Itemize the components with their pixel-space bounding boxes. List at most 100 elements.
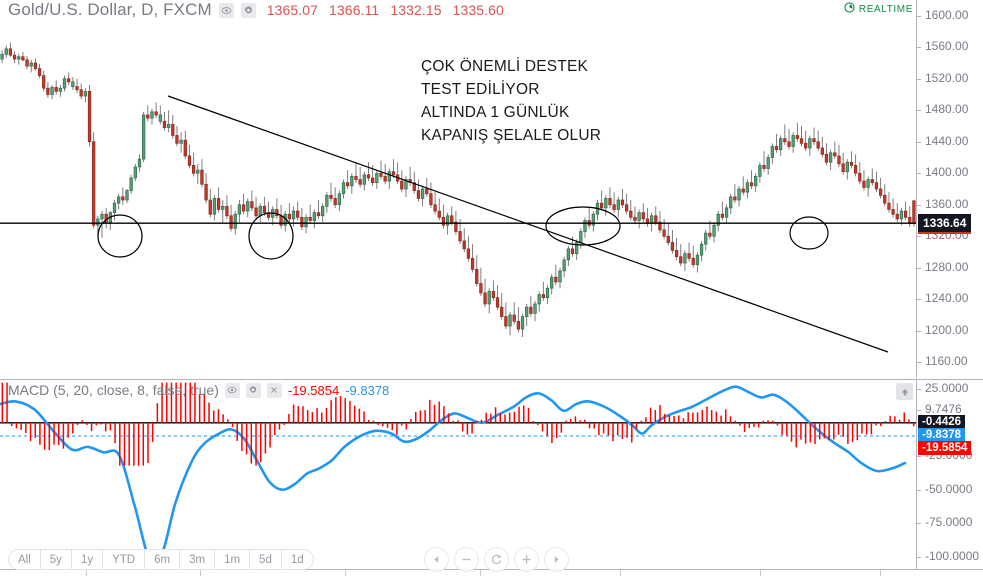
- candle-body[interactable]: [75, 86, 79, 91]
- candle-body[interactable]: [608, 198, 612, 206]
- candle-body[interactable]: [179, 139, 183, 144]
- candle-body[interactable]: [96, 218, 100, 226]
- candle-body[interactable]: [225, 205, 229, 217]
- range-tab-1m[interactable]: 1m: [215, 550, 251, 569]
- candle-body[interactable]: [445, 215, 450, 226]
- candle-body[interactable]: [129, 177, 133, 191]
- candle-body[interactable]: [841, 163, 845, 173]
- candle-body[interactable]: [591, 213, 595, 226]
- candle-body[interactable]: [808, 138, 812, 149]
- candle-body[interactable]: [454, 221, 458, 232]
- candle-body[interactable]: [175, 135, 179, 144]
- candle-body[interactable]: [554, 276, 558, 283]
- candle-body[interactable]: [125, 190, 129, 201]
- candle-body[interactable]: [495, 297, 500, 308]
- candle-body[interactable]: [200, 169, 204, 185]
- candle-body[interactable]: [191, 165, 196, 174]
- candle-body[interactable]: [812, 138, 816, 143]
- candle-body[interactable]: [566, 248, 570, 261]
- candle-body[interactable]: [641, 212, 645, 220]
- candle-body[interactable]: [766, 157, 770, 169]
- ellipse-marker-1[interactable]: [97, 214, 143, 258]
- candle-body[interactable]: [516, 320, 521, 330]
- range-tab-1y[interactable]: 1y: [72, 550, 104, 569]
- candle-body[interactable]: [404, 179, 408, 190]
- candle-body[interactable]: [137, 158, 142, 168]
- candle-body[interactable]: [600, 202, 604, 209]
- candle-body[interactable]: [562, 259, 566, 272]
- candle-body[interactable]: [491, 291, 496, 299]
- candle-body[interactable]: [412, 182, 416, 191]
- candle-body[interactable]: [762, 165, 766, 169]
- candle-body[interactable]: [487, 291, 491, 305]
- candle-body[interactable]: [237, 204, 242, 215]
- range-tab-all[interactable]: All: [9, 550, 41, 569]
- candle-body[interactable]: [450, 215, 454, 223]
- candle-body[interactable]: [29, 62, 33, 67]
- candle-body[interactable]: [774, 146, 779, 150]
- candle-body[interactable]: [878, 188, 883, 196]
- candle-body[interactable]: [829, 152, 833, 163]
- candle-body[interactable]: [0, 53, 4, 60]
- candle-body[interactable]: [350, 176, 354, 187]
- candle-body[interactable]: [550, 276, 554, 289]
- candle-body[interactable]: [162, 120, 167, 128]
- symbol-title[interactable]: Gold/U.S. Dollar, D, FXCM: [8, 0, 212, 19]
- candle-body[interactable]: [300, 217, 304, 228]
- candle-body[interactable]: [92, 141, 96, 226]
- chart-navigation-controls[interactable]: [424, 547, 569, 572]
- candle-body[interactable]: [229, 215, 233, 229]
- candle-body[interactable]: [441, 217, 446, 226]
- candle-body[interactable]: [545, 287, 550, 299]
- candle-body[interactable]: [791, 135, 795, 147]
- candle-body[interactable]: [416, 190, 421, 199]
- candle-body[interactable]: [729, 196, 733, 209]
- candle-body[interactable]: [341, 182, 346, 195]
- candle-body[interactable]: [142, 114, 146, 160]
- candle-body[interactable]: [699, 243, 704, 256]
- candle-body[interactable]: [795, 135, 799, 139]
- candle-body[interactable]: [262, 205, 267, 213]
- candle-body[interactable]: [849, 161, 854, 166]
- candle-body[interactable]: [483, 292, 487, 305]
- arrow-up-icon[interactable]: [896, 383, 913, 400]
- candle-body[interactable]: [296, 210, 300, 218]
- candle-body[interactable]: [150, 111, 154, 119]
- candle-body[interactable]: [687, 253, 691, 259]
- candle-body[interactable]: [570, 248, 575, 254]
- candle-body[interactable]: [325, 194, 329, 207]
- candle-body[interactable]: [241, 204, 246, 212]
- candle-body[interactable]: [824, 154, 829, 163]
- candle-body[interactable]: [254, 207, 258, 217]
- forward-icon[interactable]: [544, 547, 569, 572]
- candle-body[interactable]: [466, 248, 471, 259]
- candle-body[interactable]: [604, 198, 608, 209]
- plus-icon[interactable]: [514, 547, 539, 572]
- candle-body[interactable]: [166, 124, 171, 128]
- candle-body[interactable]: [887, 202, 891, 210]
- candle-body[interactable]: [845, 161, 849, 173]
- candle-body[interactable]: [804, 142, 808, 149]
- candle-body[interactable]: [479, 283, 483, 294]
- candle-body[interactable]: [117, 196, 121, 204]
- candle-body[interactable]: [674, 250, 679, 258]
- candle-body[interactable]: [679, 256, 683, 264]
- candle-body[interactable]: [870, 179, 874, 184]
- candle-body[interactable]: [749, 182, 754, 187]
- candle-body[interactable]: [4, 48, 8, 55]
- candle-body[interactable]: [695, 254, 700, 265]
- candle-body[interactable]: [833, 152, 837, 157]
- candle-body[interactable]: [333, 198, 337, 206]
- macd-plot-area[interactable]: [0, 380, 916, 570]
- candle-body[interactable]: [420, 188, 425, 199]
- candle-body[interactable]: [204, 183, 208, 201]
- macd-axis[interactable]: 25.0000 9.7476 -25.0000 -50.0000 -75.0000 -10…: [916, 380, 983, 570]
- candle-body[interactable]: [133, 166, 137, 179]
- gear-icon[interactable]: [245, 382, 261, 398]
- candle-body[interactable]: [895, 213, 899, 220]
- candle-body[interactable]: [520, 316, 525, 330]
- candle-body[interactable]: [858, 172, 862, 182]
- candle-body[interactable]: [304, 217, 308, 228]
- candle-body[interactable]: [425, 188, 429, 195]
- candle-body[interactable]: [820, 147, 824, 155]
